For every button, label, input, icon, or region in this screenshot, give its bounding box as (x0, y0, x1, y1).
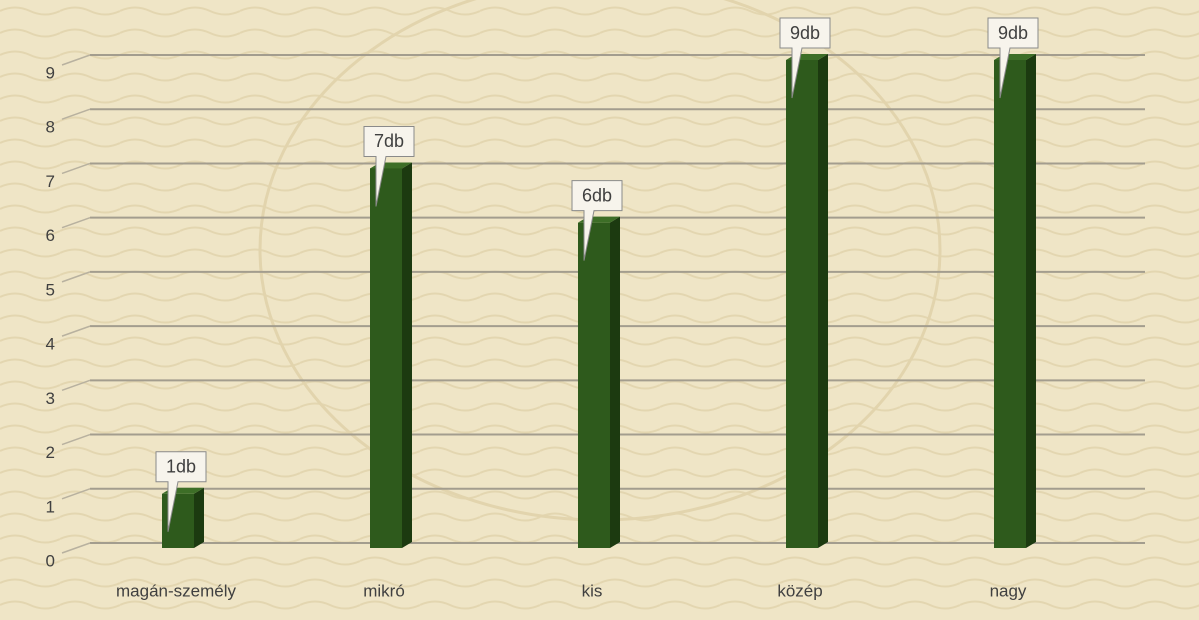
x-tick-label: magán-személy (116, 581, 236, 600)
bar (786, 60, 818, 548)
grid-line-depth (61, 379, 91, 392)
value-label: 9db (790, 23, 820, 43)
value-label-box (363, 125, 415, 207)
bar (994, 60, 1026, 548)
bar-side (194, 487, 204, 548)
x-tick-label: közép (777, 581, 822, 600)
y-tick-label: 1 (46, 497, 55, 516)
bar-side (402, 162, 412, 548)
y-tick-label: 4 (46, 335, 55, 354)
x-tick-label: nagy (990, 581, 1027, 600)
y-tick-label: 3 (46, 389, 55, 408)
bar (578, 222, 610, 548)
y-tick-label: 9 (46, 63, 55, 82)
bar (370, 168, 402, 548)
y-tick-label: 7 (46, 172, 55, 191)
grid-line-depth (61, 271, 91, 283)
x-tick-label: kis (582, 581, 603, 600)
value-label-box (779, 17, 831, 99)
value-label: 9db (998, 23, 1028, 43)
grid-line-depth (61, 325, 91, 337)
grid-line-depth (61, 216, 91, 229)
grid-line-depth (61, 108, 91, 120)
y-tick-label: 0 (46, 551, 55, 570)
value-label: 6db (582, 185, 612, 205)
value-label: 1db (166, 457, 196, 477)
grid-line-depth (61, 162, 91, 175)
y-tick-label: 2 (46, 443, 55, 462)
value-label: 7db (374, 131, 404, 151)
value-label-box (155, 451, 207, 532)
grid-line-depth (61, 488, 91, 500)
x-tick-label: mikró (363, 581, 405, 600)
value-label-box (571, 180, 623, 261)
bar-side (818, 54, 828, 548)
value-label-box (987, 17, 1039, 99)
bar-side (610, 216, 620, 548)
grid-line-depth (61, 433, 91, 446)
y-tick-label: 8 (46, 118, 55, 137)
grid-line-depth (61, 542, 91, 554)
bar-side (1026, 54, 1036, 548)
y-tick-label: 6 (46, 226, 55, 245)
grid-line-depth (61, 54, 91, 66)
y-tick-label: 5 (46, 280, 55, 299)
bar (162, 493, 194, 548)
